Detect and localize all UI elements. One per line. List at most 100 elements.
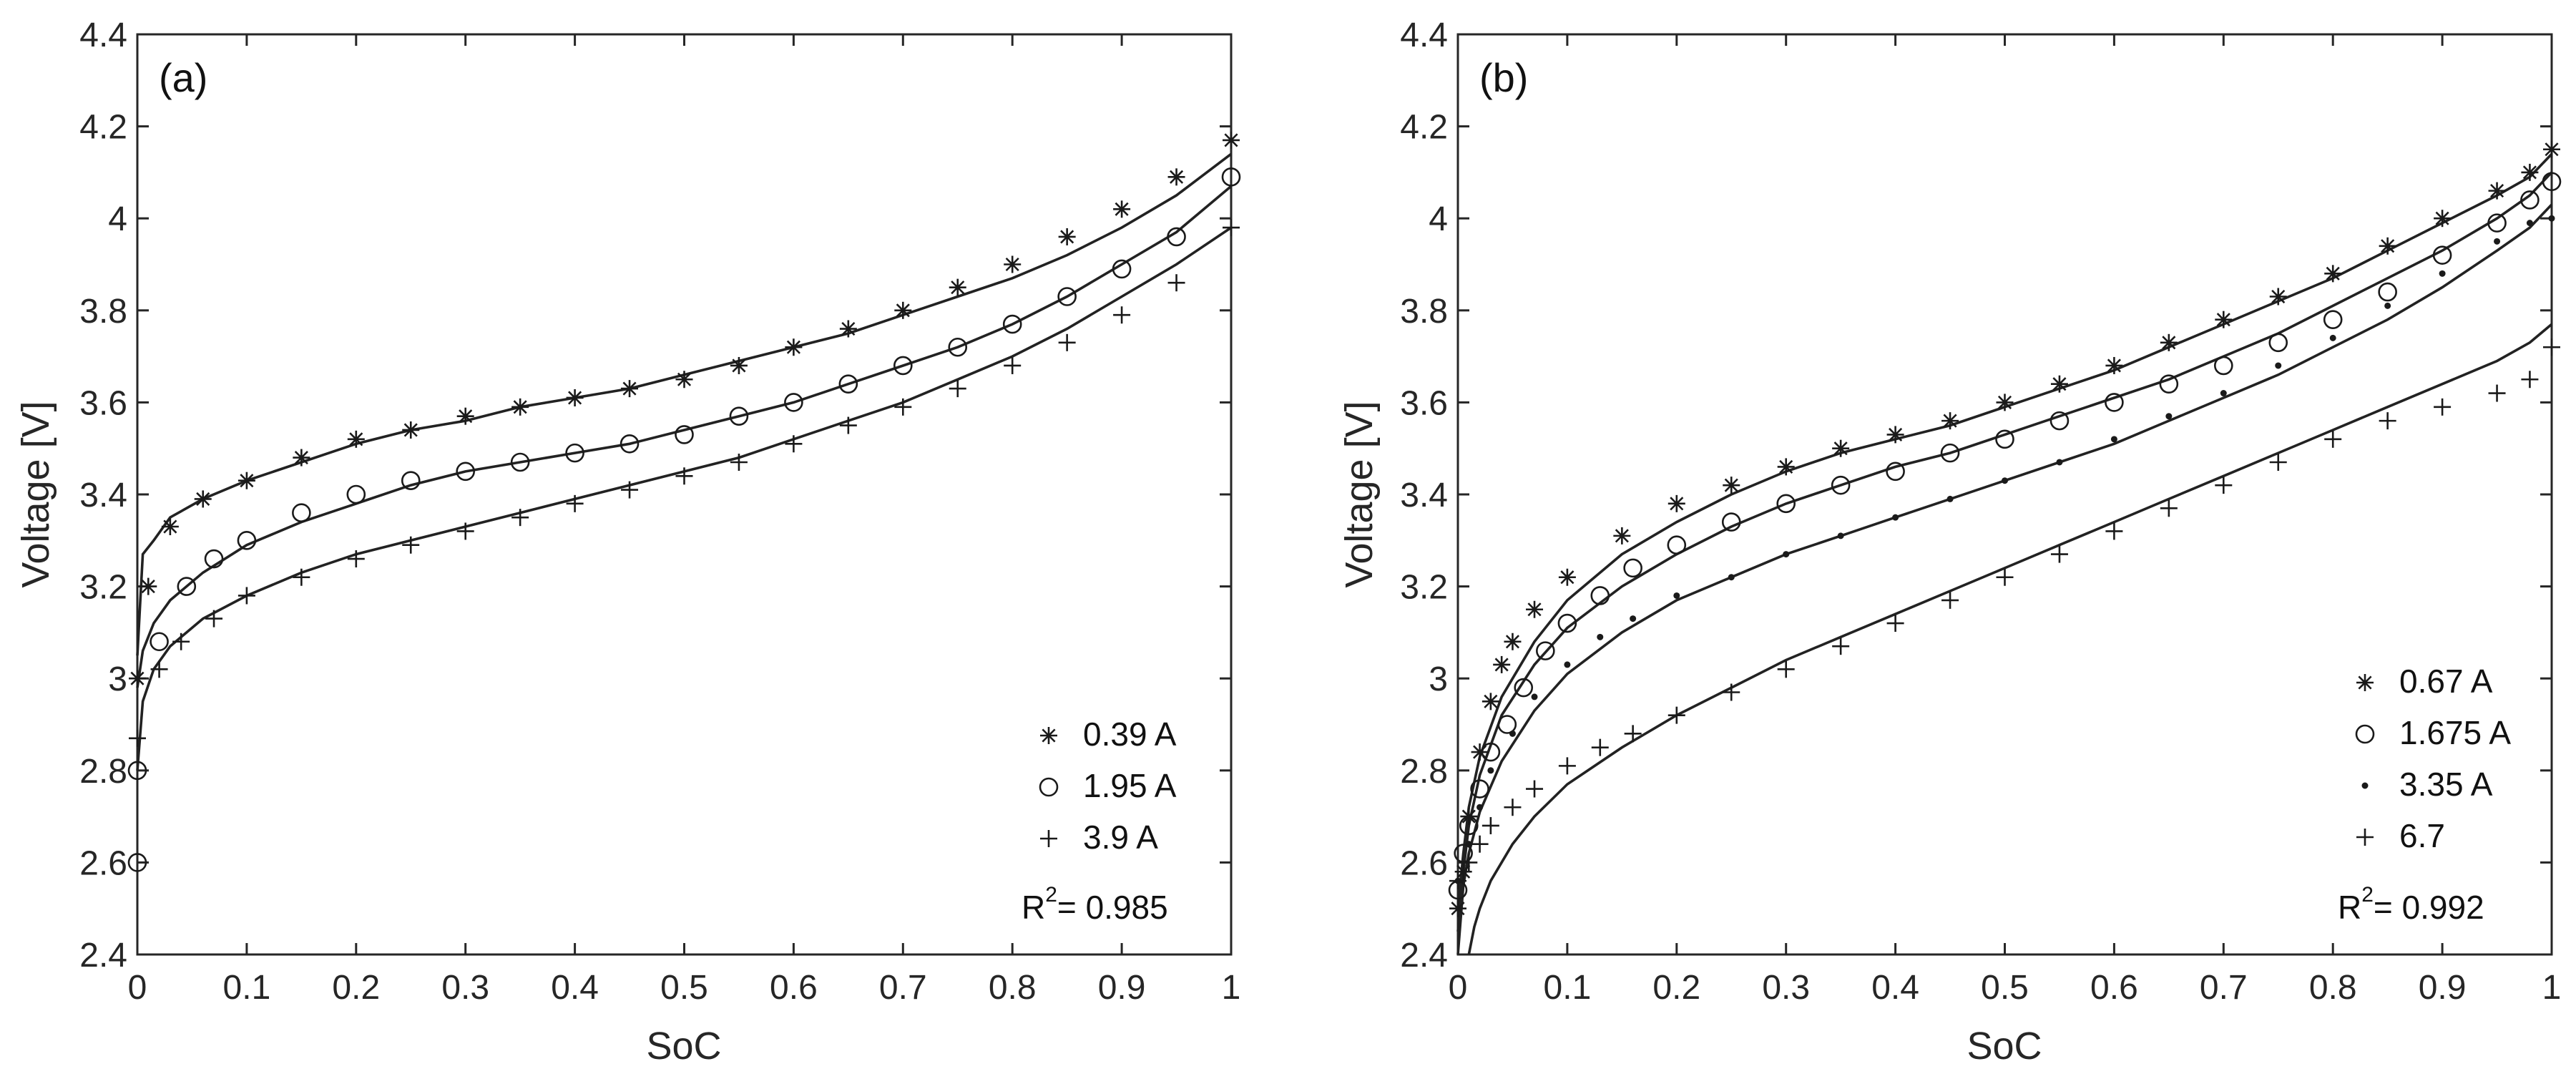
y-tick-label: 2.6 (79, 844, 127, 882)
x-tick-label: 1 (1222, 969, 1241, 1007)
data-point-3-35-a (2384, 302, 2391, 309)
data-point-0-39-a (1058, 228, 1076, 245)
data-point-3-35-a (1673, 592, 1680, 599)
data-point-1-675-a (1557, 613, 1577, 633)
panel-a-r-squared-sup: 2 (1045, 883, 1057, 907)
data-point-3-9-a (1223, 219, 1240, 237)
panel-a-legend: 0.39 A 1.95 A 3.9 A (1039, 716, 1177, 856)
data-point-1-675-a (1470, 779, 1489, 799)
x-tick-label: 0.7 (2200, 969, 2248, 1007)
data-point-0-39-a (1167, 168, 1185, 186)
data-point-0-67-a (1723, 477, 1740, 494)
data-point-3-35-a (1946, 495, 1954, 502)
data-point-3-35-a (2439, 270, 2446, 277)
legend-label-1-95-a: 1.95 A (1083, 767, 1177, 804)
data-point-0-67-a (2050, 375, 2068, 393)
data-point-3-35-a (1531, 693, 1538, 700)
data-point-6-7 (1667, 706, 1685, 724)
data-point-0-67-a (2379, 237, 2396, 255)
series-0-67-a-markers (1449, 140, 2560, 917)
data-point-3-9-a (129, 729, 146, 747)
data-point-0-67-a (1941, 412, 1959, 430)
x-tick-label: 0.5 (1981, 969, 2029, 1007)
data-point-1-675-a (1886, 462, 1905, 482)
data-point-1-95-a (1112, 259, 1132, 279)
x-tick-label: 1 (2542, 969, 2562, 1007)
data-point-0-67-a (1493, 655, 1511, 673)
data-point-6-7 (1460, 854, 1478, 871)
fit-line-1-95-a (136, 185, 1233, 688)
y-tick-label: 2.6 (1400, 844, 1448, 882)
data-point-3-35-a (2220, 390, 2227, 397)
x-tick-label: 0 (1449, 969, 1468, 1007)
data-point-1-675-a (1536, 641, 1555, 660)
data-point-1-675-a (2159, 374, 2179, 394)
y-tick-label: 3 (108, 660, 127, 698)
data-point-6-7 (1471, 835, 1489, 853)
legend-marker-0-39-a (1040, 727, 1057, 744)
data-point-1-675-a (1721, 512, 1741, 532)
x-tick-label: 0.6 (770, 969, 818, 1007)
panel-b-r-squared-prefix: R (2338, 889, 2361, 926)
data-point-3-9-a (402, 536, 420, 554)
data-point-1-95-a (127, 761, 147, 781)
data-point-1-675-a (1995, 429, 2014, 449)
data-point-0-39-a (1113, 200, 1131, 218)
data-point-0-67-a (1777, 458, 1795, 476)
data-point-3-9-a (1167, 274, 1185, 292)
data-point-3-9-a (566, 494, 584, 512)
data-point-1-95-a (127, 853, 147, 872)
x-tick-label: 0.2 (1652, 969, 1700, 1007)
data-point-0-39-a (347, 430, 365, 448)
data-point-3-9-a (785, 435, 803, 453)
data-point-3-35-a (1892, 514, 1899, 521)
data-point-3-9-a (675, 467, 693, 485)
y-tick-label: 2.4 (79, 937, 127, 975)
data-point-1-675-a (1831, 475, 1851, 495)
x-tick-label: 0.6 (2090, 969, 2138, 1007)
data-point-6-7 (1449, 872, 1466, 890)
x-tick-label: 0.1 (223, 969, 271, 1007)
data-point-3-35-a (1630, 615, 1637, 622)
data-point-1-675-a (1590, 586, 1610, 605)
data-point-0-67-a (2434, 210, 2452, 228)
data-point-6-7 (2379, 412, 2396, 430)
data-point-0-39-a (456, 407, 474, 425)
data-point-1-675-a (2378, 282, 2397, 302)
series-1-95-a-markers (127, 167, 1241, 872)
data-point-1-95-a (1057, 287, 1077, 306)
y-tick-label: 3.4 (1400, 477, 1448, 514)
data-point-1-95-a (510, 452, 530, 472)
data-point-6-7 (1996, 568, 2014, 586)
data-point-0-67-a (1526, 600, 1544, 618)
data-point-3-35-a (2165, 413, 2173, 420)
data-point-6-7 (2050, 545, 2068, 563)
y-tick-label: 4.2 (79, 109, 127, 147)
data-point-3-9-a (949, 380, 966, 398)
data-point-0-39-a (730, 356, 748, 374)
data-point-1-95-a (1221, 167, 1241, 187)
data-point-6-7 (2324, 430, 2342, 448)
data-point-3-9-a (1058, 333, 1076, 351)
legend-marker-1-95-a (1039, 777, 1059, 797)
data-point-3-35-a (2002, 477, 2008, 484)
panel-b-frame (1456, 33, 2553, 956)
data-point-1-95-a (1167, 227, 1186, 247)
data-point-1-675-a (1514, 678, 1534, 698)
data-point-6-7 (2160, 499, 2178, 517)
x-tick-label: 0.8 (2309, 969, 2357, 1007)
data-point-6-7 (1591, 738, 1609, 756)
y-tick-label: 3 (1429, 660, 1448, 698)
data-point-1-95-a (784, 393, 803, 412)
data-point-6-7 (2215, 477, 2233, 494)
y-tick-label: 4 (1429, 200, 1448, 238)
data-point-0-39-a (293, 449, 310, 467)
data-point-1-675-a (2105, 393, 2124, 412)
data-point-3-35-a (1783, 551, 1790, 558)
y-tick-label: 3.6 (1400, 384, 1448, 422)
panel-a-label: (a) (159, 55, 207, 100)
y-tick-label: 2.4 (1400, 937, 1448, 975)
data-point-0-39-a (402, 421, 420, 439)
x-tick-label: 0.4 (551, 969, 599, 1007)
data-point-0-67-a (1504, 633, 1522, 650)
